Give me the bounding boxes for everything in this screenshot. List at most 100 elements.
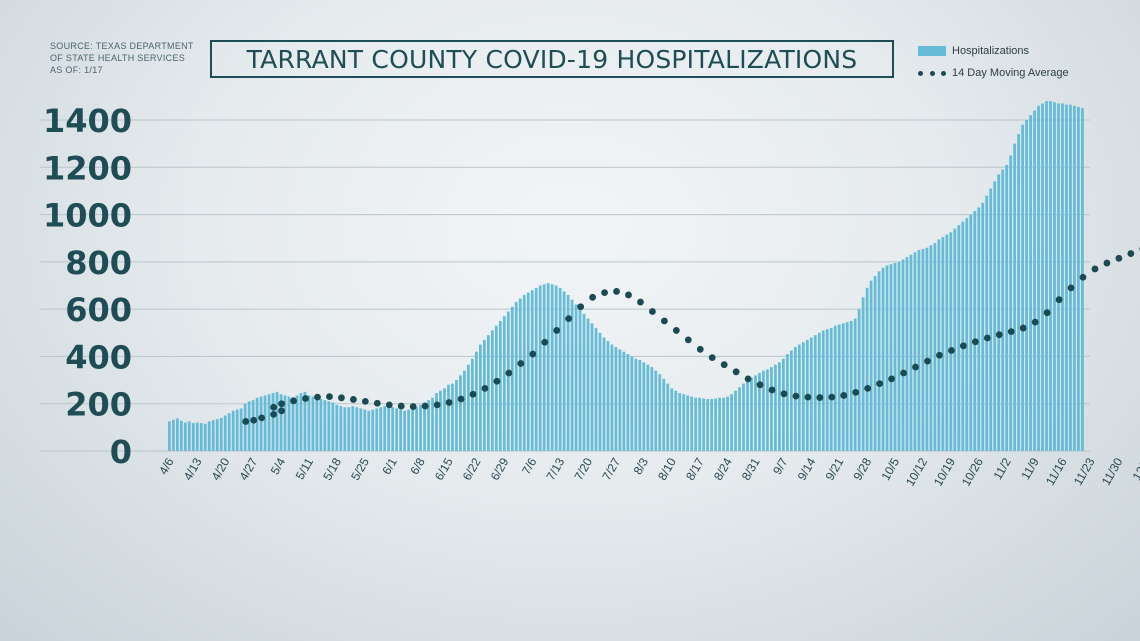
bar — [817, 332, 821, 451]
bar — [1049, 101, 1052, 451]
bar — [199, 423, 203, 451]
bar — [1073, 105, 1076, 452]
moving-average-point — [1019, 324, 1027, 332]
moving-average-point — [505, 369, 513, 377]
bar — [602, 337, 606, 451]
bar — [1025, 120, 1028, 451]
bar — [770, 367, 773, 451]
bar — [881, 267, 885, 451]
bar — [395, 408, 399, 451]
bar — [486, 335, 490, 451]
x-tick-label: 9/14 — [795, 455, 819, 483]
legend-item-moving-average: 14 Day Moving Average — [918, 62, 1069, 84]
bar — [311, 396, 315, 451]
bar — [726, 396, 729, 451]
bar — [574, 304, 578, 451]
bar — [766, 369, 769, 451]
bar — [319, 398, 323, 451]
moving-average-point — [983, 334, 991, 342]
bar — [746, 380, 749, 451]
moving-average-point — [1031, 318, 1039, 326]
x-tick-label: 5/11 — [293, 455, 317, 482]
bar — [271, 393, 275, 451]
bar — [447, 384, 450, 451]
x-tick-label: 8/24 — [711, 455, 735, 483]
bar — [267, 394, 271, 451]
moving-average-point — [529, 350, 537, 358]
bar — [542, 284, 546, 451]
chart-title: TARRANT COUNTY COVID-19 HOSPITALIZATIONS — [246, 44, 858, 74]
bar — [897, 261, 901, 451]
bar — [722, 397, 725, 451]
bar — [949, 232, 953, 451]
moving-average-point — [971, 338, 979, 346]
bar — [323, 400, 327, 451]
bar — [179, 420, 183, 451]
bar — [471, 358, 474, 451]
bar — [211, 420, 215, 451]
bar — [797, 344, 801, 451]
bar — [455, 380, 458, 451]
bar — [363, 409, 367, 451]
moving-average-point — [326, 393, 333, 401]
bar — [614, 346, 618, 451]
bar — [251, 400, 255, 451]
bar — [730, 394, 733, 451]
bar — [562, 291, 566, 451]
moving-average-point — [1115, 254, 1123, 262]
source-line-1: SOURCE: TEXAS DEPARTMENT — [50, 41, 194, 51]
bar — [207, 421, 211, 451]
bar — [702, 398, 706, 451]
y-tick-label: 1400 — [43, 102, 132, 140]
bar — [1053, 102, 1056, 452]
bar — [546, 283, 550, 451]
bar — [1013, 143, 1017, 451]
bar — [742, 383, 745, 451]
moving-average-point — [684, 336, 692, 344]
bar — [845, 322, 849, 451]
bar — [339, 406, 343, 451]
moving-average-point — [959, 342, 967, 350]
bar — [670, 388, 674, 451]
bar — [1029, 115, 1032, 452]
moving-average-point — [338, 394, 345, 402]
bar — [371, 409, 375, 451]
moving-average-point — [278, 400, 286, 408]
bar — [586, 318, 590, 451]
bar — [490, 330, 494, 451]
bar — [427, 400, 430, 451]
bar — [279, 394, 283, 451]
moving-average-point — [577, 303, 585, 311]
bar — [482, 339, 486, 451]
moving-average-point — [936, 351, 943, 359]
bar — [606, 341, 610, 451]
bar — [498, 320, 502, 451]
legend-dots-swatch — [918, 70, 946, 76]
bar — [255, 397, 259, 451]
bar — [861, 297, 865, 451]
bar — [1057, 103, 1060, 451]
bar — [758, 372, 761, 451]
bar — [443, 388, 446, 451]
bar — [419, 404, 422, 451]
bar — [801, 342, 805, 451]
bar — [889, 264, 893, 451]
moving-average-point — [637, 298, 644, 306]
bar — [682, 394, 686, 451]
moving-average-point — [1079, 273, 1087, 281]
x-tick-label: 10/5 — [878, 455, 902, 483]
x-tick-label: 4/13 — [181, 455, 205, 483]
moving-average-point — [708, 354, 716, 362]
bar — [263, 395, 267, 451]
moving-average-point — [385, 401, 393, 409]
bar — [901, 259, 905, 451]
moving-average-point — [1043, 309, 1051, 317]
bar — [1065, 104, 1068, 451]
moving-average-point — [553, 327, 561, 334]
moving-average-point — [864, 384, 872, 392]
source-line-2: OF STATE HEALTH SERVICES — [50, 53, 186, 63]
y-tick-label: 1200 — [43, 149, 132, 187]
moving-average-point — [1055, 296, 1063, 304]
bar — [905, 257, 909, 451]
bar — [781, 358, 785, 451]
